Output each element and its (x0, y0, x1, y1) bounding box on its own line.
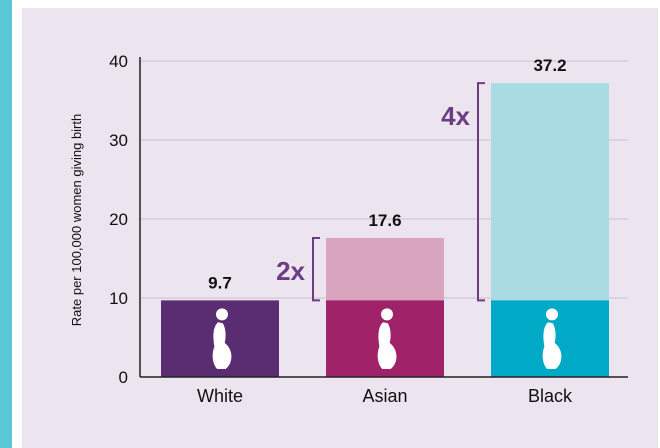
pregnant-woman-head-icon (381, 308, 393, 321)
y-tick-label: 40 (109, 52, 128, 71)
y-tick-label: 30 (109, 131, 128, 150)
pregnant-woman-silhouette-icon (542, 322, 562, 369)
y-tick-label: 0 (119, 368, 128, 387)
y-tick-label: 10 (109, 289, 128, 308)
pregnant-woman-silhouette-icon (212, 322, 232, 369)
bar-excess (491, 83, 609, 301)
y-tick-label: 20 (109, 210, 128, 229)
pregnant-woman-head-icon (216, 308, 228, 321)
bars (161, 83, 609, 377)
data-label: 9.7 (208, 273, 232, 292)
pregnant-woman-silhouette-icon (377, 322, 397, 369)
x-tick-label: White (197, 386, 243, 406)
pregnant-woman-head-icon (546, 308, 558, 321)
axes (139, 57, 628, 378)
bar-excess (326, 237, 444, 301)
accent-stripe (0, 0, 12, 448)
y-ticks: 0 10 20 30 40 (109, 52, 128, 387)
x-tick-label: Asian (362, 386, 407, 406)
ratio-label: 2x (276, 256, 305, 286)
comparison-bracket (477, 82, 485, 302)
labels: 9.7 White 17.6 Asian 37.2 Black 2x 4x (197, 56, 573, 406)
y-axis-title: Rate per 100,000 women giving birth (69, 114, 84, 326)
data-label: 37.2 (533, 56, 566, 75)
ratio-label: 4x (441, 101, 470, 131)
comparison-bracket (312, 236, 320, 302)
x-tick-label: Black (528, 386, 573, 406)
data-label: 17.6 (368, 211, 401, 230)
